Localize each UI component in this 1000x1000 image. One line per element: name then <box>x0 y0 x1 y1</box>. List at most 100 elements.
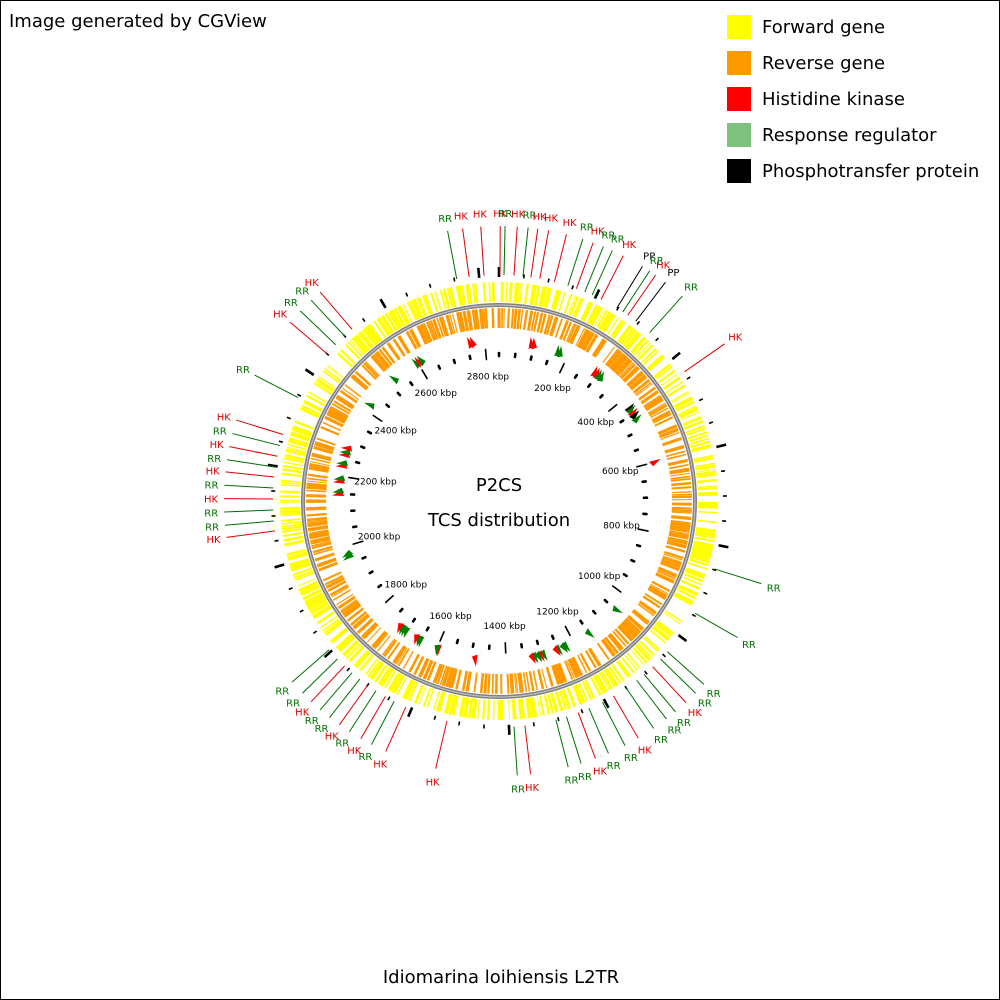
forward-gene-mark <box>351 338 366 354</box>
tcs-feature-rr <box>336 460 348 467</box>
callout-line <box>636 679 667 720</box>
forward-gene-mark <box>688 558 709 567</box>
forward-gene-mark <box>695 528 716 534</box>
gene-tracks <box>279 282 718 721</box>
reverse-gene-mark <box>613 356 629 373</box>
outer-tick <box>655 337 659 342</box>
outer-tick <box>453 277 456 282</box>
reverse-gene-mark <box>525 671 531 692</box>
forward-gene-mark <box>337 635 354 651</box>
forward-gene-mark <box>534 285 540 306</box>
forward-gene-mark <box>322 369 340 384</box>
reverse-gene-mark <box>551 665 560 685</box>
forward-gene-mark <box>406 301 417 321</box>
reverse-gene-mark <box>656 570 676 580</box>
callout-line <box>575 242 594 289</box>
callout-line <box>232 433 281 447</box>
reverse-gene-mark <box>630 375 648 391</box>
forward-gene-mark <box>382 669 394 687</box>
forward-gene-mark <box>646 354 664 370</box>
forward-gene-mark <box>289 557 309 565</box>
forward-gene-mark <box>336 633 353 649</box>
callout-line <box>224 509 274 513</box>
reverse-gene-mark <box>447 314 454 335</box>
forward-gene-mark <box>305 593 324 605</box>
reverse-gene-mark <box>510 308 515 329</box>
ruler-minor-tick <box>377 583 383 589</box>
forward-gene-mark <box>392 674 403 693</box>
forward-gene-mark <box>547 693 555 714</box>
forward-gene-mark <box>402 679 414 699</box>
forward-gene-mark <box>676 401 695 412</box>
reverse-gene-mark <box>306 485 327 490</box>
forward-gene-mark <box>362 329 376 346</box>
forward-gene-mark <box>599 311 611 330</box>
reverse-gene-mark <box>515 673 519 694</box>
reverse-gene-mark <box>313 445 334 453</box>
forward-gene-mark <box>352 336 368 353</box>
reverse-gene-mark <box>607 350 622 368</box>
forward-gene-mark <box>280 518 301 522</box>
callout-line <box>625 687 655 729</box>
tcs-feature-rr <box>612 605 623 614</box>
forward-gene-mark <box>471 698 476 719</box>
callout-line <box>584 246 604 293</box>
reverse-gene-mark <box>372 631 388 649</box>
forward-gene-mark <box>516 282 519 303</box>
forward-gene-mark <box>513 282 517 303</box>
reverse-gene-mark <box>311 454 332 462</box>
ruler-minor-tick <box>591 609 597 615</box>
reverse-gene-mark <box>483 673 488 694</box>
forward-gene-mark <box>574 298 584 318</box>
forward-gene-mark <box>615 660 630 679</box>
reverse-gene-mark <box>567 659 577 679</box>
reverse-gene-mark <box>433 318 442 339</box>
forward-gene-mark <box>519 283 523 304</box>
reverse-gene-mark <box>648 404 668 417</box>
reverse-gene-mark <box>666 453 687 460</box>
forward-gene-mark <box>313 607 332 620</box>
forward-gene-mark <box>562 688 572 709</box>
reverse-gene-mark <box>532 311 540 332</box>
forward-gene-mark <box>594 308 606 327</box>
forward-gene-mark <box>530 284 536 305</box>
forward-gene-mark <box>280 479 301 483</box>
reverse-gene-mark <box>632 378 650 394</box>
outer-tick <box>361 317 366 323</box>
forward-gene-mark <box>465 284 470 305</box>
ruler-label: 2000 kbp <box>358 532 401 542</box>
outer-tick <box>716 443 727 449</box>
forward-gene-mark <box>471 283 477 304</box>
forward-gene-mark <box>378 317 391 336</box>
forward-gene-mark <box>693 540 714 547</box>
forward-gene-mark <box>686 427 706 436</box>
forward-gene-mark <box>290 431 311 440</box>
reverse-gene-mark <box>449 314 456 334</box>
reverse-gene-mark <box>665 450 686 458</box>
forward-gene-mark <box>435 691 443 712</box>
forward-gene-mark <box>697 491 718 495</box>
reverse-gene-mark <box>566 659 575 679</box>
ruler-minor-tick <box>573 373 579 379</box>
reverse-gene-mark <box>663 551 684 560</box>
forward-gene-mark <box>299 583 319 593</box>
reverse-gene-mark <box>371 354 386 372</box>
forward-gene-mark <box>367 660 381 678</box>
forward-gene-mark <box>378 667 392 686</box>
forward-gene-mark <box>554 691 563 712</box>
reverse-gene-mark <box>439 665 448 686</box>
reverse-gene-mark <box>661 559 681 569</box>
reverse-gene-mark <box>663 553 683 561</box>
reverse-gene-mark <box>651 410 671 422</box>
forward-gene-mark <box>694 536 715 543</box>
reverse-gene-mark <box>577 654 588 674</box>
reverse-gene-mark <box>650 407 669 419</box>
outer-tick <box>477 267 481 278</box>
ruler-minor-tick <box>630 558 636 563</box>
forward-gene-mark <box>313 382 332 395</box>
forward-gene-mark <box>290 563 311 572</box>
forward-gene-mark <box>349 339 365 356</box>
forward-gene-mark <box>280 481 301 485</box>
callout-label-rr: RR <box>601 231 615 242</box>
forward-gene-mark <box>617 324 632 343</box>
